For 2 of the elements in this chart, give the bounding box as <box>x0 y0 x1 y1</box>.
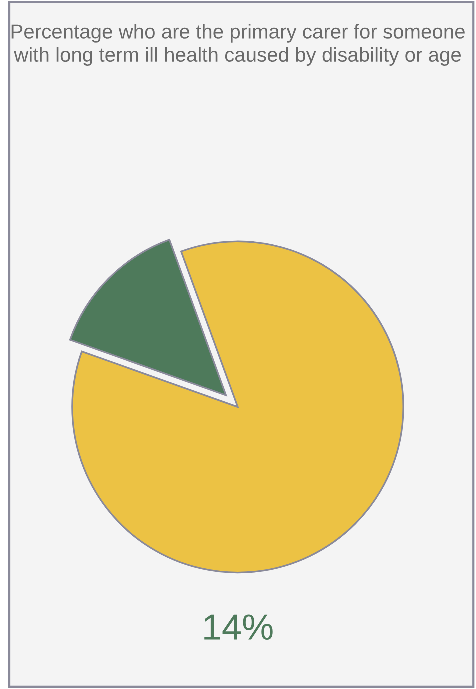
text: 14% <box>204 614 273 640</box>
chart-title: Percentage who are the primary carer for someone with long term ill health caused by disability or age <box>12 24 465 66</box>
